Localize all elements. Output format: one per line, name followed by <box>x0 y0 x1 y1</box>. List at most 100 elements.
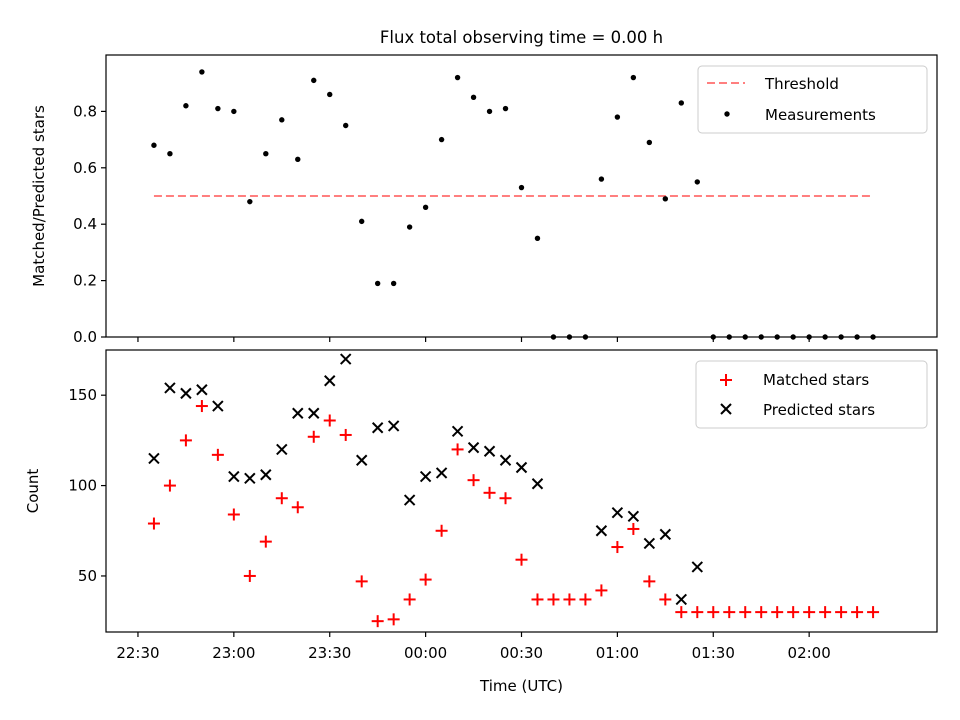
matched-star-point <box>147 517 160 530</box>
measurement-point <box>406 224 413 230</box>
predicted-star-point <box>228 470 240 483</box>
x-tick-label: 00:00 <box>404 644 447 662</box>
top-y-ticks: 0.0 0.2 0.4 0.6 0.8 <box>73 102 106 346</box>
top-legend: Threshold Measurements <box>697 65 928 134</box>
measurement-point <box>534 235 541 241</box>
matched-star-point <box>691 606 704 619</box>
legend-predicted-swatch <box>720 403 732 415</box>
measurement-point <box>422 204 429 210</box>
measurement-point <box>199 69 205 75</box>
predicted-star-point <box>196 384 208 396</box>
matched-star-point <box>867 606 880 619</box>
measurement-point <box>263 151 269 157</box>
bottom-y-axis-label: Count <box>24 469 42 514</box>
measurement-point <box>694 179 700 185</box>
matched-star-point <box>771 606 784 619</box>
measurement-point <box>151 142 157 148</box>
predicted-star-point <box>659 528 672 541</box>
y-tick-label: 0.2 <box>73 272 97 290</box>
predicted-star-point <box>371 422 384 434</box>
matched-star-point <box>243 569 256 582</box>
matched-star-point <box>371 615 384 628</box>
measurement-point <box>470 94 477 101</box>
matched-star-point <box>531 593 544 606</box>
top-panel: 0.00.20.40.60.8 Matched/Predicted stars … <box>30 54 938 346</box>
matched-star-point <box>291 501 304 514</box>
predicted-star-point <box>611 506 624 519</box>
matched-star-point <box>547 593 560 606</box>
matched-star-point <box>259 535 272 548</box>
predicted-star-point <box>387 420 400 432</box>
matched-star-point <box>307 430 320 443</box>
measurement-point <box>678 100 685 106</box>
chart-title: Flux total observing time = 0.00 h <box>380 28 663 47</box>
matched-star-point <box>499 492 512 505</box>
matched-star-point <box>515 553 528 566</box>
y-tick-label: 0.6 <box>73 159 97 177</box>
predicted-star-point <box>691 561 703 573</box>
measurement-point <box>662 196 669 202</box>
x-tick-label: 23:30 <box>308 644 351 662</box>
legend-measurements-label: Measurements <box>765 106 876 124</box>
predicted-star-point <box>531 478 544 490</box>
matched-star-point <box>643 575 656 588</box>
legend-threshold-label: Threshold <box>764 75 839 93</box>
matched-star-point <box>723 606 736 619</box>
matched-star-point <box>275 492 288 505</box>
matched-star-point <box>227 508 240 521</box>
matched-star-point <box>323 414 336 427</box>
predicted-star-point <box>675 593 688 606</box>
y-tick-label: 100 <box>68 477 97 495</box>
measurement-point <box>311 77 317 84</box>
matched-star-point <box>659 593 672 606</box>
top-axes-frame <box>105 54 938 338</box>
matched-star-point <box>403 593 416 606</box>
matched-star-point <box>611 541 624 554</box>
y-tick-label: 0.4 <box>73 215 97 233</box>
matched-star-point <box>739 606 752 619</box>
bottom-y-ticks: 50 100 150 <box>68 386 106 585</box>
measurement-point <box>390 280 397 287</box>
matched-star-point <box>483 486 496 499</box>
matched-star-point <box>675 606 688 619</box>
predicted-star-point <box>340 353 352 365</box>
legend-measurements-swatch <box>724 111 730 117</box>
x-axis-label: Time (UTC) <box>479 677 563 695</box>
x-tick-label: 01:00 <box>596 644 639 662</box>
predicted-star-point <box>148 452 160 465</box>
measurement-point <box>183 103 189 109</box>
matched-star-point <box>803 606 816 619</box>
matched-star-point <box>835 606 848 619</box>
predicted-star-point <box>292 407 304 419</box>
legend-matched-swatch <box>720 374 732 386</box>
matched-star-point <box>451 443 464 456</box>
measurement-point <box>279 117 285 123</box>
measurement-point <box>215 105 221 112</box>
predicted-star-point <box>276 443 288 456</box>
measurement-point <box>358 218 365 225</box>
predicted-star-point <box>499 454 512 466</box>
x-tick-label: 22:30 <box>116 644 159 662</box>
matched-star-point <box>707 606 720 619</box>
x-tick-label: 02:00 <box>788 644 831 662</box>
measurement-point <box>295 156 301 163</box>
measurement-point <box>630 74 637 81</box>
measurement-point <box>454 74 461 81</box>
predicted-stars-points <box>148 353 703 606</box>
matched-star-point <box>851 606 864 619</box>
measurement-point <box>374 280 381 287</box>
matched-stars-points <box>147 400 880 628</box>
matched-star-point <box>563 593 576 606</box>
predicted-star-point <box>467 441 480 454</box>
legend-predicted-label: Predicted stars <box>763 401 875 419</box>
matched-star-point <box>595 584 608 597</box>
x-tick-label: 01:30 <box>692 644 735 662</box>
predicted-star-point <box>212 400 224 412</box>
matched-star-point <box>787 606 800 619</box>
predicted-star-point <box>643 537 656 550</box>
predicted-star-point <box>308 407 320 419</box>
predicted-star-point <box>435 467 448 479</box>
predicted-star-point <box>260 469 272 481</box>
measurement-point <box>518 184 525 191</box>
